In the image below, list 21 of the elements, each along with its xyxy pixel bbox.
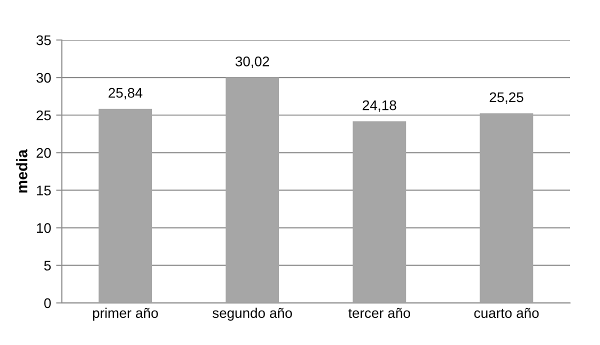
x-tick-label: tercer año xyxy=(348,308,410,318)
data-label: 25,84 xyxy=(108,88,142,100)
bar xyxy=(480,113,534,303)
data-label: 24,18 xyxy=(362,100,396,112)
y-tick-label: 35 xyxy=(36,35,51,46)
y-tick-label: 15 xyxy=(36,186,51,196)
x-tick-label: cuarto año xyxy=(474,308,539,318)
y-axis-title: media xyxy=(16,149,28,193)
x-tick-label: primer año xyxy=(93,308,158,321)
bar xyxy=(98,108,152,303)
y-tick-label: 20 xyxy=(36,148,51,158)
y-tick-label: 0 xyxy=(44,298,51,308)
x-tick-label: segundo año xyxy=(212,308,292,321)
y-tick-label: 25 xyxy=(36,110,51,120)
bar xyxy=(226,77,280,303)
y-tick-label: 10 xyxy=(36,223,51,233)
data-label: 25,25 xyxy=(490,92,524,104)
y-tick-label: 30 xyxy=(36,72,51,83)
data-label: 30,02 xyxy=(236,56,270,68)
bar xyxy=(352,121,406,303)
y-tick-label: 5 xyxy=(44,260,51,271)
